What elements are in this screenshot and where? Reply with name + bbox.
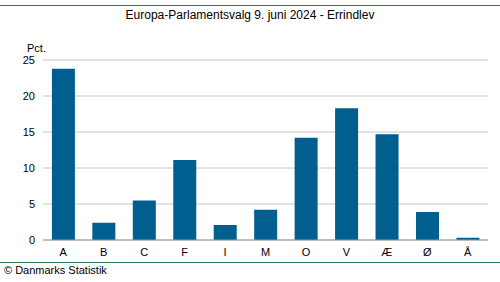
svg-text:10: 10 [23, 162, 35, 174]
html-text:Europa-Parlamentsvalg 9. juni: Europa-Parlamentsvalg 9. juni 2024 - Err… [125, 8, 375, 22]
svg-text:O: O [302, 246, 311, 258]
svg-text:0: 0 [29, 234, 35, 246]
svg-text:5: 5 [29, 198, 35, 210]
html-text:© Danmarks Statistik: © Danmarks Statistik [4, 264, 107, 276]
svg-text:B: B [100, 246, 107, 258]
svg-text:F: F [181, 246, 188, 258]
svg-text:I: I [224, 246, 227, 258]
svg-text:A: A [60, 246, 68, 258]
svg-text:M: M [261, 246, 270, 258]
svg-text:C: C [140, 246, 148, 258]
svg-text:15: 15 [23, 126, 35, 138]
svg-text:Ø: Ø [423, 246, 432, 258]
svg-text:Å: Å [464, 246, 472, 258]
svg-text:25: 25 [23, 54, 35, 66]
svg-text:Æ: Æ [381, 246, 392, 258]
svg-text:V: V [343, 246, 351, 258]
html-text:Pct.: Pct. [27, 42, 46, 54]
svg-text:20: 20 [23, 90, 35, 102]
